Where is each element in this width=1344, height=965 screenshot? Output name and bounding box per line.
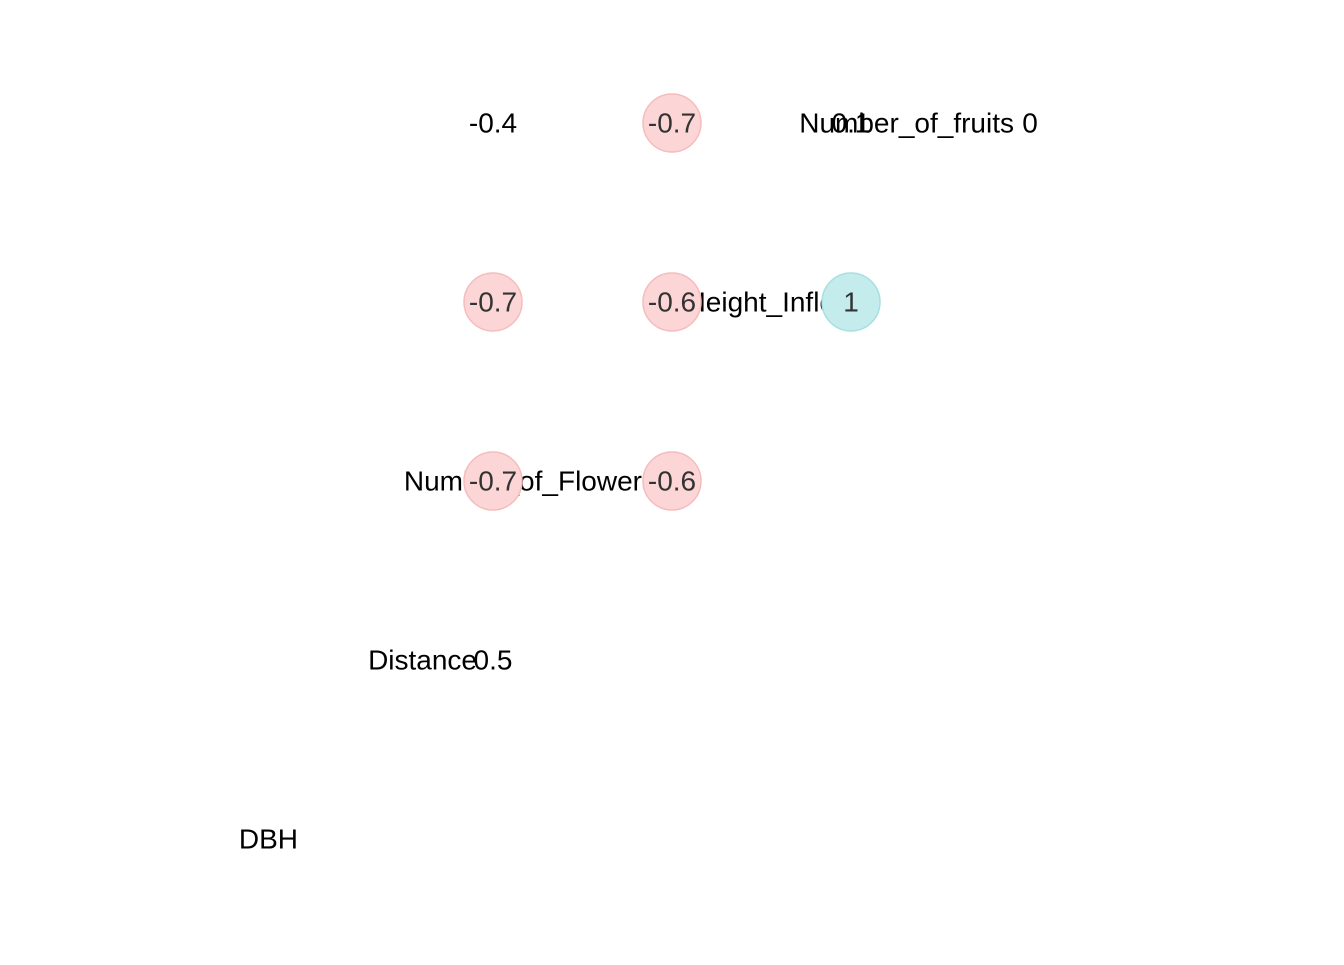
correlation-value-height-inflo-distance: -0.6 bbox=[648, 287, 696, 318]
correlation-value-number-of-fruits-number-of-flowers: 0.1 bbox=[832, 108, 871, 139]
correlation-value-distance-dbh: 0.5 bbox=[474, 645, 513, 676]
variable-label-dbh: DBH bbox=[239, 824, 298, 855]
variable-label-number-of-flowers: Number_of_Flowers bbox=[404, 466, 656, 497]
correlation-circle-number-of-fruits-distance bbox=[642, 93, 702, 153]
correlation-circle-height-inflo-dbh bbox=[463, 272, 523, 332]
correlation-circle-height-inflo-number-of-flowers bbox=[821, 272, 881, 332]
correlation-circle-height-inflo-distance bbox=[642, 272, 702, 332]
correlation-value-number-of-fruits-height-inflo: 0 bbox=[1022, 108, 1038, 139]
correlation-value-height-inflo-number-of-flowers: 1 bbox=[843, 287, 859, 318]
correlation-value-number-of-fruits-dbh: -0.4 bbox=[469, 108, 517, 139]
variable-label-number-of-fruits: Number_of_fruits bbox=[799, 108, 1014, 139]
correlation-circle-number-of-flowers-distance bbox=[642, 451, 702, 511]
correlation-value-number-of-flowers-dbh: -0.7 bbox=[469, 466, 517, 497]
correlation-value-height-inflo-dbh: -0.7 bbox=[469, 287, 517, 318]
variable-label-distance: Distance bbox=[368, 645, 477, 676]
correlation-value-number-of-flowers-distance: -0.6 bbox=[648, 466, 696, 497]
variable-label-height-inflo: Height_Inflo bbox=[686, 287, 835, 318]
correlation-value-number-of-fruits-distance: -0.7 bbox=[648, 108, 696, 139]
correlation-circle-number-of-flowers-dbh bbox=[463, 451, 523, 511]
